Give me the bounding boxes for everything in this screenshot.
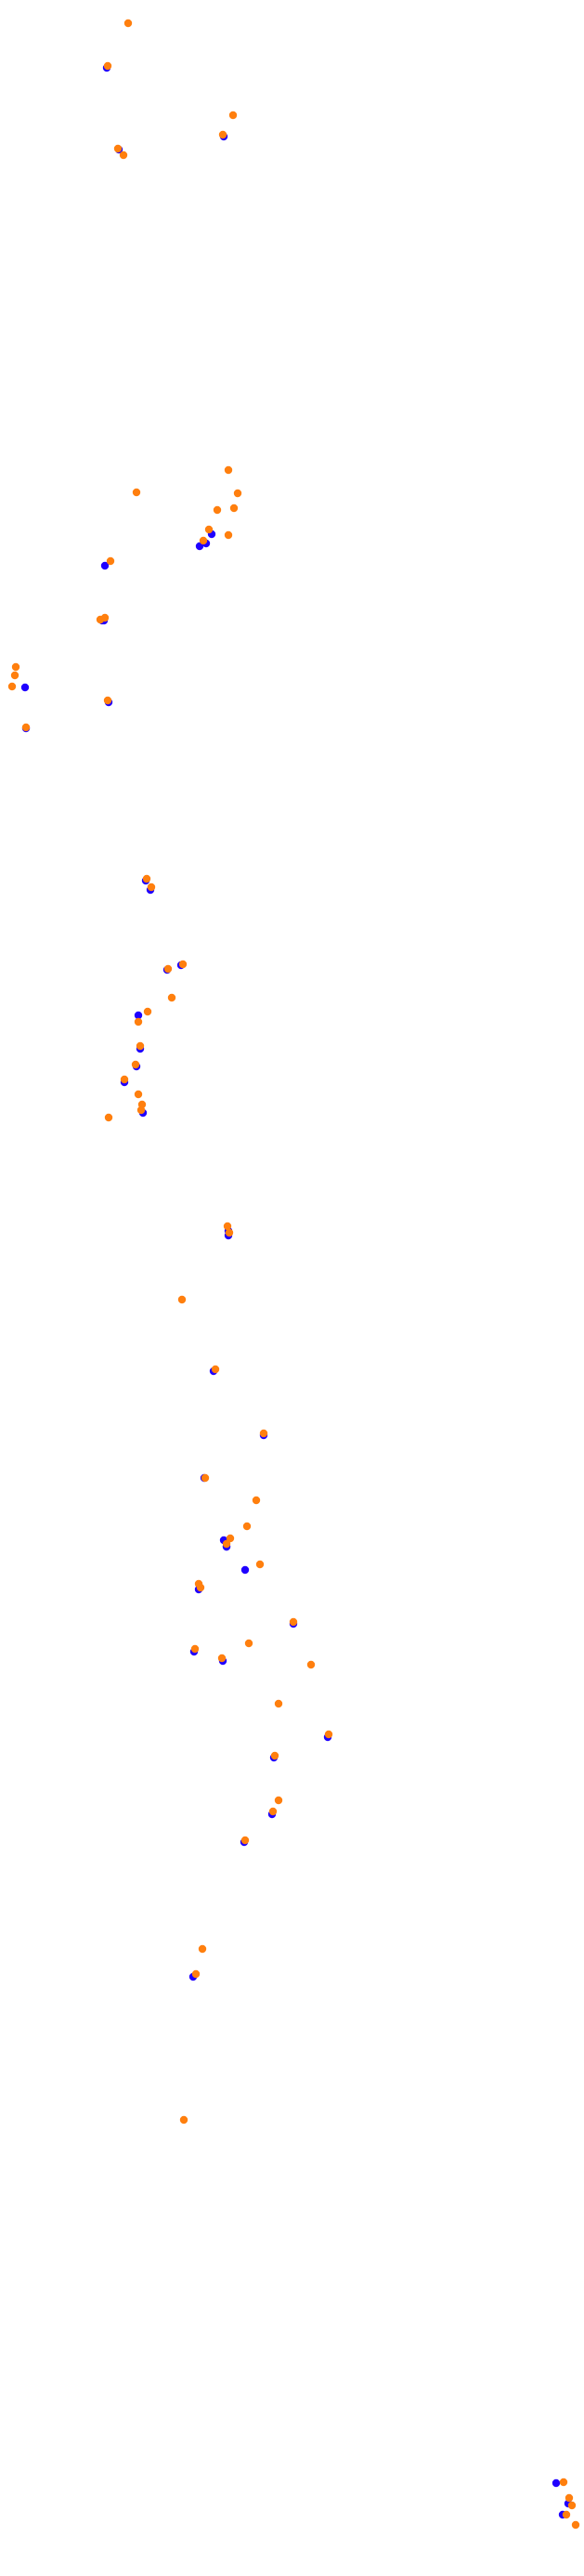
point-series_b-31 xyxy=(120,1075,129,1084)
point-series_b-22 xyxy=(142,874,151,883)
point-series_b-23 xyxy=(147,883,156,892)
point-series_b-35 xyxy=(137,1100,147,1109)
point-series_a-29 xyxy=(240,1565,250,1575)
point-series_b-57 xyxy=(274,1796,283,1805)
point-series_b-26 xyxy=(167,993,176,1002)
point-series_b-3 xyxy=(119,150,128,160)
point-series_b-49 xyxy=(289,1617,298,1627)
point-series_a-8 xyxy=(20,683,30,692)
point-series_b-5 xyxy=(218,130,227,139)
point-series_b-2 xyxy=(113,144,123,153)
point-series_b-25 xyxy=(163,964,173,974)
point-series_b-53 xyxy=(306,1660,316,1669)
point-series_b-60 xyxy=(198,1944,207,1954)
point-series_b-18 xyxy=(10,671,19,680)
point-series_b-29 xyxy=(136,1041,145,1051)
point-series_b-6 xyxy=(224,465,233,475)
point-series_b-28 xyxy=(134,1017,143,1026)
point-series_b-61 xyxy=(191,1969,201,1979)
point-series_b-17 xyxy=(11,662,20,672)
point-series_a-3 xyxy=(100,561,110,570)
series-series_b xyxy=(7,19,580,2530)
point-series_b-62 xyxy=(179,2115,188,2125)
point-series_b-27 xyxy=(143,1007,152,1016)
point-series_b-38 xyxy=(177,1295,187,1304)
point-series_b-51 xyxy=(244,1639,253,1648)
point-series_b-21 xyxy=(103,696,112,705)
point-series_b-39 xyxy=(211,1365,220,1374)
point-series_b-41 xyxy=(201,1473,210,1483)
point-series_b-64 xyxy=(565,2493,574,2503)
point-series_b-14 xyxy=(106,556,115,566)
point-series_b-24 xyxy=(178,960,188,969)
point-series_b-4 xyxy=(228,111,238,120)
point-series_b-30 xyxy=(131,1060,140,1069)
point-series_b-16 xyxy=(100,613,110,622)
point-series_a-6 xyxy=(195,542,204,551)
point-series_b-44 xyxy=(226,1534,235,1543)
point-series_b-45 xyxy=(222,1539,231,1549)
point-series_b-48 xyxy=(255,1560,265,1569)
point-series_b-20 xyxy=(21,723,31,732)
point-series_b-32 xyxy=(134,1090,143,1099)
point-series_a-39 xyxy=(552,2478,561,2488)
series-layer xyxy=(7,19,580,2530)
point-series_b-54 xyxy=(274,1699,283,1708)
point-series_b-9 xyxy=(213,505,222,515)
point-series_b-58 xyxy=(268,1807,278,1816)
point-series_b-7 xyxy=(233,489,242,498)
point-series_b-47 xyxy=(194,1579,203,1589)
point-series_b-0 xyxy=(123,19,133,28)
point-series_b-37 xyxy=(225,1228,234,1237)
point-series_b-11 xyxy=(204,525,214,534)
point-series_b-43 xyxy=(242,1522,252,1531)
point-series_b-59 xyxy=(240,1836,250,1845)
point-series_a-16 xyxy=(134,1011,143,1020)
point-series_b-40 xyxy=(259,1429,268,1438)
point-series_b-52 xyxy=(217,1654,227,1663)
point-series_b-55 xyxy=(324,1730,333,1739)
point-series_b-8 xyxy=(132,488,141,497)
point-series_b-63 xyxy=(559,2478,568,2487)
point-series_b-50 xyxy=(190,1644,200,1654)
point-series_b-42 xyxy=(252,1496,261,1505)
point-series_b-67 xyxy=(571,2520,580,2530)
point-series_b-1 xyxy=(103,61,112,71)
point-series_b-12 xyxy=(224,530,233,540)
point-series_b-56 xyxy=(270,1751,279,1760)
point-series_b-36 xyxy=(223,1222,232,1231)
point-series_b-10 xyxy=(229,503,239,513)
point-series_b-13 xyxy=(199,536,208,545)
point-series_b-19 xyxy=(7,682,17,691)
point-series_b-65 xyxy=(567,2501,577,2510)
point-series_b-33 xyxy=(104,1113,113,1122)
point-series_b-66 xyxy=(562,2510,571,2519)
